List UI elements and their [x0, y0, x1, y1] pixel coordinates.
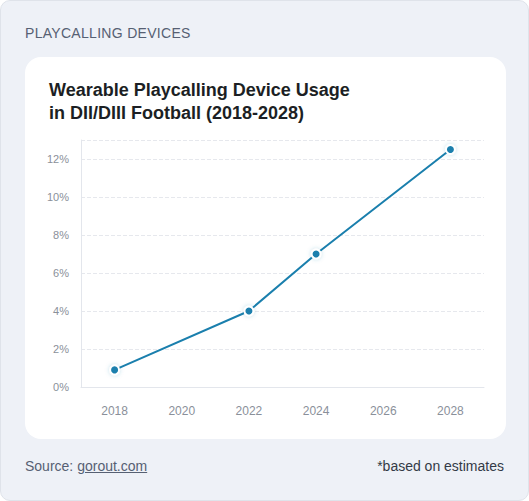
svg-text:6%: 6%: [53, 267, 69, 279]
svg-text:0%: 0%: [53, 381, 69, 393]
svg-text:12%: 12%: [47, 153, 69, 165]
html-text:PLAYCALLING DEVICES: PLAYCALLING DEVICES: [25, 25, 191, 41]
html-text:Source: gorout.com: Source: gorout.com: [25, 458, 148, 474]
html-text:*based on estimates: *based on estimates: [377, 458, 504, 474]
svg-text:2018: 2018: [101, 404, 128, 418]
svg-text:2024: 2024: [303, 404, 330, 418]
svg-text:8%: 8%: [53, 229, 69, 241]
svg-text:2028: 2028: [437, 404, 464, 418]
svg-text:4%: 4%: [53, 305, 69, 317]
svg-text:2020: 2020: [168, 404, 195, 418]
svg-text:2026: 2026: [370, 404, 397, 418]
svg-text:2%: 2%: [53, 343, 69, 355]
svg-text:2022: 2022: [236, 404, 263, 418]
svg-text:10%: 10%: [47, 191, 69, 203]
html-text:Wearable Playcalling Device Us: Wearable Playcalling Device Usage in DII…: [49, 80, 350, 123]
